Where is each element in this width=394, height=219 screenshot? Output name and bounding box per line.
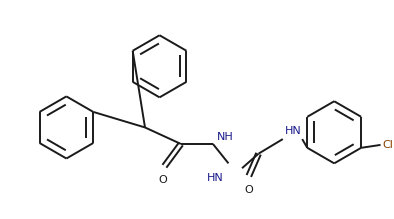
Text: O: O bbox=[244, 185, 253, 195]
Text: HN: HN bbox=[207, 173, 224, 183]
Text: NH: NH bbox=[217, 132, 234, 142]
Text: HN: HN bbox=[285, 126, 301, 136]
Text: O: O bbox=[158, 175, 167, 185]
Text: Cl: Cl bbox=[383, 140, 393, 150]
